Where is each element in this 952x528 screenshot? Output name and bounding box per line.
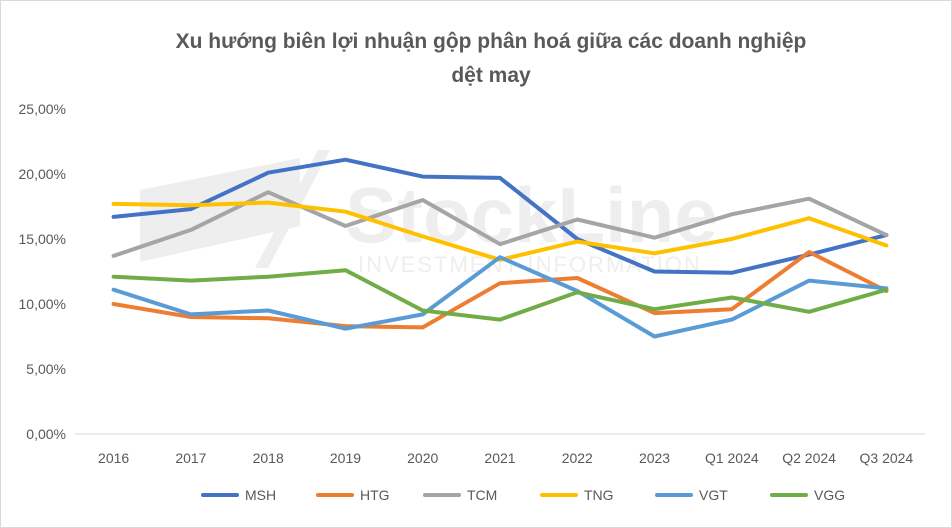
x-axis: 2016 2017 2018 2019 2020 2021 2022 2023 Q1 2024 Q… xyxy=(98,450,913,466)
series-line-vgt xyxy=(111,255,889,339)
legend-label-tcm: TCM xyxy=(467,487,497,503)
legend-label-vgt: VGT xyxy=(699,487,728,503)
y-tick-label: 5,00% xyxy=(26,361,66,377)
x-tick-label: 2022 xyxy=(562,450,593,466)
legend-label-msh: MSH xyxy=(245,487,276,503)
x-tick-label: Q1 2024 xyxy=(705,450,759,466)
x-tick-label: 2018 xyxy=(253,450,284,466)
x-tick-label: 2020 xyxy=(407,450,438,466)
watermark-brand: StockLine xyxy=(345,171,718,259)
x-tick-label: 2017 xyxy=(175,450,206,466)
watermark-logo-slash xyxy=(255,150,330,268)
series-line-tng xyxy=(111,200,889,262)
y-tick-label: 25,00% xyxy=(19,101,66,117)
x-tick-label: 2016 xyxy=(98,450,129,466)
series-line-vgg xyxy=(111,268,889,322)
x-tick-label: 2021 xyxy=(484,450,515,466)
legend-label-htg: HTG xyxy=(360,487,390,503)
y-axis: 0,00% 5,00% 10,00% 15,00% 20,00% 25,00% xyxy=(19,101,66,442)
stockline-watermark: StockLine INVESTMENT INFORMATION xyxy=(140,150,718,277)
legend: MSH HTG TCM TNG VGT VGG xyxy=(201,487,845,503)
chart-title: Xu hướng biên lợi nhuận gộp phân hoá giữ… xyxy=(111,25,871,93)
chart-title-line-2: dệt may xyxy=(451,64,531,87)
x-tick-label: Q2 2024 xyxy=(782,450,836,466)
watermark-logo-mark xyxy=(140,158,300,262)
x-tick-label: 2023 xyxy=(639,450,670,466)
x-tick-label: 2019 xyxy=(330,450,361,466)
y-tick-label: 0,00% xyxy=(26,426,66,442)
series-line-msh xyxy=(111,157,889,275)
y-tick-label: 20,00% xyxy=(19,166,66,182)
y-tick-label: 10,00% xyxy=(19,296,66,312)
y-tick-label: 15,00% xyxy=(19,231,66,247)
x-tick-label: Q3 2024 xyxy=(860,450,914,466)
watermark-tagline: INVESTMENT INFORMATION xyxy=(358,252,702,277)
series-lines xyxy=(111,157,889,339)
legend-label-vgg: VGG xyxy=(814,487,845,503)
chart-title-line-1: Xu hướng biên lợi nhuận gộp phân hoá giữ… xyxy=(175,30,807,53)
legend-label-tng: TNG xyxy=(584,487,614,503)
series-line-htg xyxy=(111,250,889,330)
